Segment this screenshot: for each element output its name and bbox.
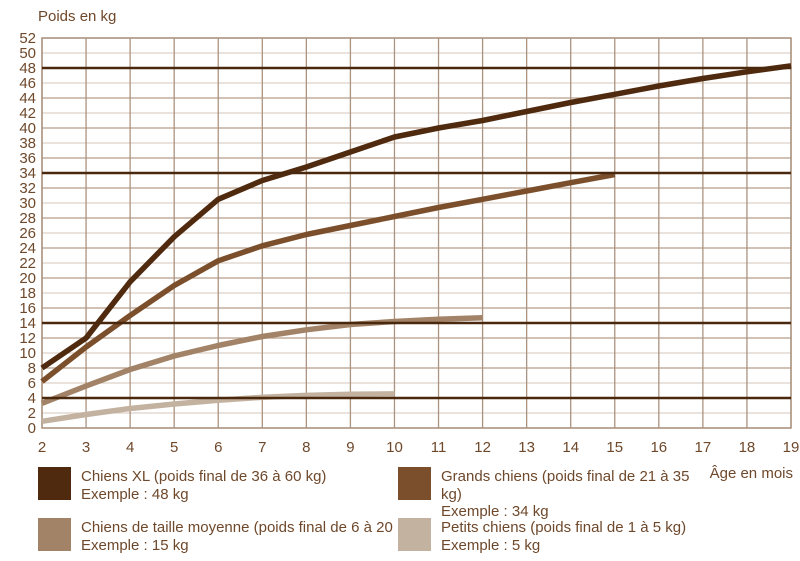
y-tick-label: 18 bbox=[19, 285, 36, 302]
legend-example-chiens-xl: Exemple : 48 kg bbox=[81, 485, 189, 503]
legend-swatch-chiens-xl bbox=[38, 467, 71, 500]
curve-petits-chiens bbox=[41, 391, 395, 425]
legend-label-petits-chiens: Petits chiens (poids final de 1 à 5 kg) bbox=[441, 519, 687, 536]
legend-swatch-petits-chiens bbox=[398, 518, 431, 551]
x-tick-label: 5 bbox=[170, 439, 178, 456]
x-tick-label: 3 bbox=[82, 439, 90, 456]
curve-chiens-xl bbox=[40, 63, 792, 371]
y-tick-label: 52 bbox=[19, 30, 36, 47]
curve-grands-chiens bbox=[40, 171, 616, 384]
y-tick-label: 30 bbox=[19, 195, 36, 212]
legend-label-chiens-xl: Chiens XL (poids final de 36 à 60 kg) bbox=[81, 468, 327, 485]
x-tick-label: 19 bbox=[783, 439, 800, 456]
legend-label-grands-chiens: Grands chiens (poids final de 21 à 35 kg… bbox=[441, 468, 690, 503]
legend-item-petits-chiens: Petits chiens (poids final de 1 à 5 kg) … bbox=[398, 518, 728, 554]
legend-swatch-chiens-moyens bbox=[38, 518, 71, 551]
y-tick-label: 34 bbox=[19, 165, 36, 182]
plot-border bbox=[41, 37, 792, 429]
x-tick-label: 10 bbox=[386, 439, 403, 456]
y-tick-label: 46 bbox=[19, 75, 36, 92]
x-tick-label: 18 bbox=[739, 439, 756, 456]
x-tick-label: 14 bbox=[562, 439, 579, 456]
x-tick-label: 15 bbox=[606, 439, 623, 456]
y-tick-label: 38 bbox=[19, 135, 36, 152]
y-tick-label: 8 bbox=[28, 360, 36, 377]
x-tick-label: 6 bbox=[214, 439, 222, 456]
legend-item-grands-chiens: Grands chiens (poids final de 21 à 35 kg… bbox=[398, 467, 708, 521]
y-tick-label: 4 bbox=[28, 390, 36, 407]
x-tick-label: 17 bbox=[695, 439, 712, 456]
y-tick-label: 40 bbox=[19, 120, 36, 137]
x-tick-label: 16 bbox=[650, 439, 667, 456]
x-tick-label: 4 bbox=[126, 439, 134, 456]
plot-area: 0246810121416182022242628303234363840424… bbox=[19, 30, 800, 456]
y-tick-label: 0 bbox=[28, 420, 36, 437]
y-tick-label: 2 bbox=[28, 405, 36, 422]
legend-label-chiens-moyens: Chiens de taille moyenne (poids final de… bbox=[81, 519, 418, 536]
y-tick-label: 26 bbox=[19, 225, 36, 242]
legend-item-chiens-xl: Chiens XL (poids final de 36 à 60 kg) Ex… bbox=[38, 467, 393, 503]
x-tick-label: 13 bbox=[518, 439, 535, 456]
y-tick-label: 22 bbox=[19, 255, 36, 272]
y-tick-label: 48 bbox=[19, 60, 36, 77]
y-tick-label: 36 bbox=[19, 150, 36, 167]
y-tick-label: 32 bbox=[19, 180, 36, 197]
x-tick-label: 9 bbox=[346, 439, 354, 456]
legend-item-chiens-moyens: Chiens de taille moyenne (poids final de… bbox=[38, 518, 418, 554]
y-tick-label: 12 bbox=[19, 330, 36, 347]
y-axis-title: Poids en kg bbox=[38, 8, 117, 25]
x-tick-label: 8 bbox=[302, 439, 310, 456]
y-tick-label: 14 bbox=[19, 315, 36, 332]
y-tick-label: 6 bbox=[28, 375, 36, 392]
x-axis-title: Âge en mois bbox=[709, 465, 793, 482]
x-tick-label: 12 bbox=[474, 439, 491, 456]
y-tick-label: 42 bbox=[19, 105, 36, 122]
y-tick-label: 28 bbox=[19, 210, 36, 227]
y-tick-label: 20 bbox=[19, 270, 36, 287]
y-tick-label: 24 bbox=[19, 240, 36, 257]
x-tick-label: 2 bbox=[38, 439, 46, 456]
y-tick-label: 16 bbox=[19, 300, 36, 317]
legend-example-petits-chiens: Exemple : 5 kg bbox=[441, 536, 541, 554]
legend-example-chiens-moyens: Exemple : 15 kg bbox=[81, 536, 189, 554]
curve-chiens-de-taille-moyenne bbox=[40, 315, 483, 406]
y-tick-label: 10 bbox=[19, 345, 36, 362]
x-tick-label: 7 bbox=[258, 439, 266, 456]
legend-example-grands-chiens: Exemple : 34 kg bbox=[441, 503, 549, 520]
y-tick-label: 44 bbox=[19, 90, 36, 107]
y-tick-label: 50 bbox=[19, 45, 36, 62]
legend-swatch-grands-chiens bbox=[398, 467, 431, 500]
x-tick-label: 11 bbox=[431, 439, 447, 456]
